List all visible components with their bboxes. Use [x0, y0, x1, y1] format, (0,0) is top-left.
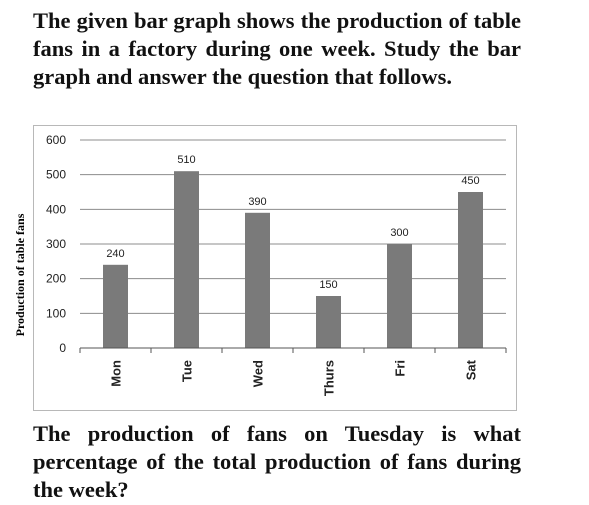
- y-tick-label-400: 400: [46, 202, 66, 216]
- data-label-sat: 450: [461, 175, 479, 187]
- data-label-wed: 390: [248, 196, 266, 208]
- question-paragraph: The production of fans on Tuesday is wha…: [33, 421, 521, 502]
- intro-paragraph: The given bar graph shows the production…: [33, 8, 521, 89]
- category-label-thurs: Thurs: [322, 360, 337, 396]
- bar-mon: [103, 264, 128, 348]
- data-label-tue: 510: [177, 154, 195, 166]
- y-tick-label-500: 500: [46, 168, 66, 182]
- y-tick-label-300: 300: [46, 237, 66, 251]
- data-label-mon: 240: [106, 248, 124, 260]
- category-label-fri: Fri: [393, 360, 408, 377]
- y-tick-label-200: 200: [46, 272, 66, 286]
- y-tick-label-0: 0: [59, 341, 66, 355]
- category-label-tue: Tue: [180, 360, 195, 382]
- y-axis-title: Production of table fans: [13, 213, 27, 336]
- data-label-fri: 300: [390, 227, 408, 239]
- y-tick-label-600: 600: [46, 133, 66, 147]
- bar-tue: [174, 171, 199, 348]
- x-axis: [79, 347, 507, 353]
- data-label-thurs: 150: [319, 279, 337, 291]
- category-label-wed: Wed: [251, 360, 266, 387]
- bars: [103, 171, 483, 348]
- bar-fri: [387, 244, 412, 348]
- y-tick-label-100: 100: [46, 306, 66, 320]
- y-axis-ticks: 0 100 200 300 400 500 600: [46, 133, 66, 355]
- bar-thurs: [316, 296, 341, 348]
- data-labels: 240 510 390 150 300 450: [106, 154, 479, 291]
- bar-sat: [458, 192, 483, 348]
- category-label-sat: Sat: [464, 359, 479, 380]
- bar-wed: [245, 212, 270, 348]
- grid-lines: [80, 139, 506, 314]
- category-label-mon: Mon: [109, 360, 124, 387]
- category-labels: Mon Tue Wed Thurs Fri Sat: [109, 359, 479, 396]
